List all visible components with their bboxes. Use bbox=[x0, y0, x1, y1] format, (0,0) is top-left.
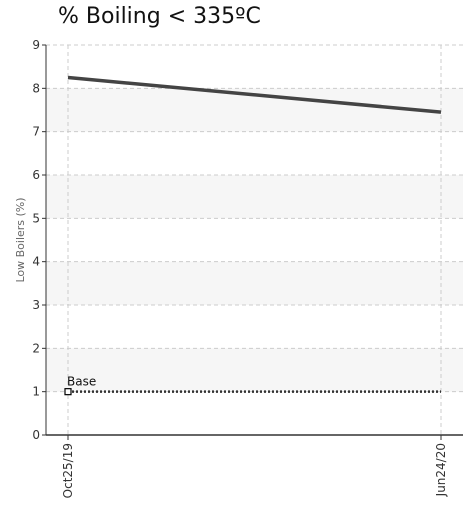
series-line-1 bbox=[67, 75, 442, 114]
band-1 bbox=[46, 348, 463, 392]
x-tick-labels: Oct25/19 Jun24/20 bbox=[61, 443, 448, 498]
y-tick-label-7: 7 bbox=[32, 125, 40, 139]
y-tick-label-9: 9 bbox=[32, 38, 40, 52]
y-tick-label-5: 5 bbox=[32, 211, 40, 225]
series-marker-base bbox=[64, 388, 72, 396]
y-tick-labels: 0 1 2 3 4 5 6 7 8 9 bbox=[32, 38, 40, 442]
y-tick-label-4: 4 bbox=[32, 255, 40, 269]
y-tick-label-1: 1 bbox=[32, 385, 40, 399]
y-tick-label-6: 6 bbox=[32, 168, 40, 182]
chart-title: % Boiling < 335ºC bbox=[58, 4, 261, 29]
y-tick-label-2: 2 bbox=[32, 341, 40, 355]
grid-lines bbox=[46, 44, 463, 435]
series-label-base: Base bbox=[67, 375, 96, 389]
x-tick-label-1: Jun24/20 bbox=[434, 443, 448, 497]
y-tick-label-8: 8 bbox=[32, 81, 40, 95]
y-tick-label-3: 3 bbox=[32, 298, 40, 312]
y-tick-label-0: 0 bbox=[32, 428, 40, 442]
alternating-bands bbox=[46, 88, 463, 392]
y-axis-title: Low Boilers (%) bbox=[14, 197, 27, 282]
x-tick-label-0: Oct25/19 bbox=[61, 443, 75, 498]
axes bbox=[42, 44, 463, 440]
band-5 bbox=[46, 175, 463, 219]
series-group: Base bbox=[64, 75, 442, 396]
band-3 bbox=[46, 261, 463, 305]
